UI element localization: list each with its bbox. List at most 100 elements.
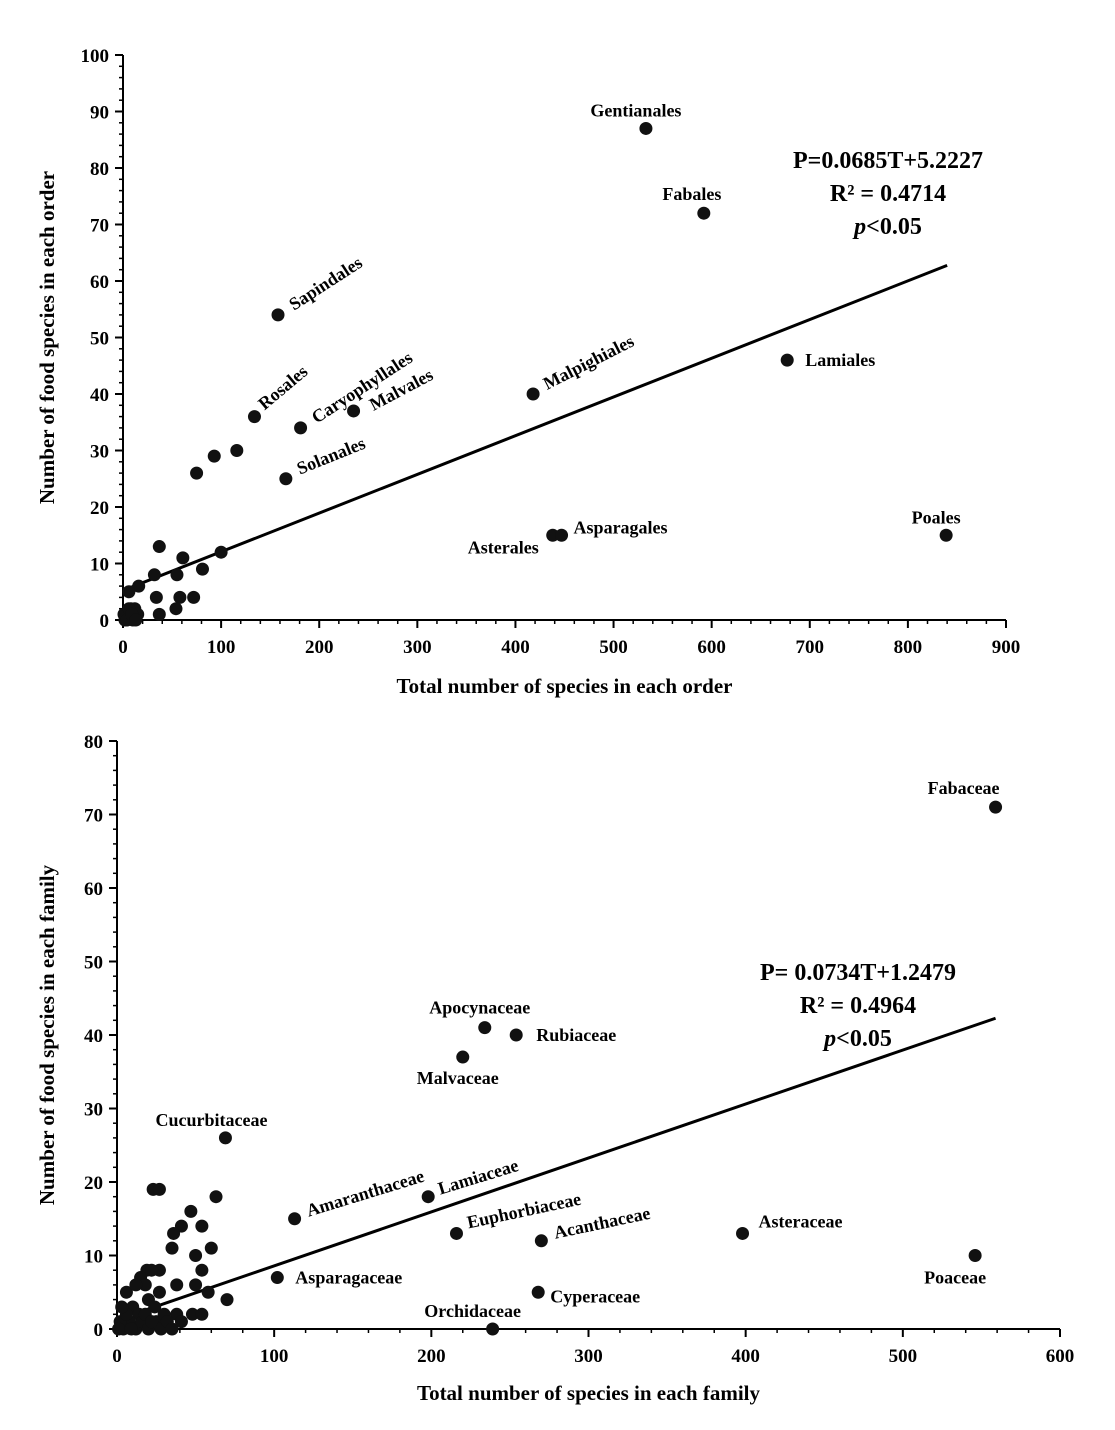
y-tick-label: 60	[90, 272, 109, 293]
x-tick-label: 600	[697, 637, 726, 658]
data-point-rosales	[247, 410, 261, 424]
data-point-fabales	[697, 206, 711, 220]
x-tick-label: 200	[417, 1346, 446, 1367]
x-tick-label: 400	[731, 1346, 760, 1367]
data-point-cucurbitaceae	[218, 1131, 232, 1145]
data-point-caryophyllales	[294, 421, 308, 435]
data-point	[220, 1293, 234, 1307]
point-label: Solanales	[294, 433, 368, 479]
data-point-solanales	[279, 472, 293, 486]
data-point-acanthaceae	[534, 1234, 548, 1248]
y-tick-label: 30	[84, 1100, 103, 1121]
data-point	[148, 1300, 162, 1314]
data-point-malpighiales	[526, 387, 540, 401]
x-tick-label: 100	[260, 1346, 289, 1367]
point-label: Poales	[912, 507, 961, 527]
data-point-rubiaceae	[509, 1028, 523, 1042]
trend-line	[132, 1016, 997, 1316]
p-value-symbol: p	[822, 1026, 836, 1052]
data-point	[173, 590, 187, 604]
y-axis-label: Number of food species in each order	[35, 171, 59, 504]
data-point	[170, 1278, 184, 1292]
data-point	[189, 1249, 203, 1262]
data-point	[204, 1241, 218, 1255]
p-value: p<0.05	[822, 1026, 892, 1052]
x-tick-label: 500	[889, 1346, 918, 1367]
point-label: Asparagaceae	[295, 1268, 402, 1288]
data-point	[115, 1300, 129, 1314]
x-tick-label: 200	[305, 637, 334, 658]
data-point-asteraceae	[736, 1226, 750, 1240]
trend-line	[122, 263, 948, 592]
x-tick-label: 300	[403, 637, 432, 658]
y-tick-label: 0	[94, 1320, 104, 1341]
x-tick-label: 600	[1046, 1346, 1075, 1367]
p-value: p<0.05	[852, 214, 922, 240]
data-point	[195, 1307, 209, 1321]
y-tick-label: 50	[90, 329, 109, 350]
y-tick-label: 20	[84, 1173, 103, 1194]
data-point	[207, 449, 221, 463]
point-label: Asteraceae	[759, 1211, 843, 1231]
r-squared: R² = 0.4964	[800, 993, 916, 1019]
data-point-malvales	[347, 404, 361, 418]
data-point	[122, 585, 136, 599]
x-tick-label: 0	[118, 637, 128, 658]
data-point	[165, 1241, 179, 1255]
data-point	[189, 1278, 203, 1292]
point-label: Cyperaceae	[550, 1286, 640, 1306]
x-tick-label: 300	[574, 1346, 603, 1367]
data-point	[152, 540, 166, 554]
data-point	[119, 1285, 133, 1299]
data-point-poaceae	[968, 1249, 982, 1262]
x-tick-label: 800	[894, 637, 923, 658]
data-point-euphorbiaceae	[449, 1226, 463, 1240]
point-label: Malvaceae	[417, 1068, 499, 1088]
data-point	[169, 602, 183, 616]
data-point	[170, 568, 184, 582]
point-label: Rosales	[254, 361, 311, 414]
point-label: Poaceae	[924, 1268, 986, 1288]
data-point	[124, 1322, 138, 1336]
point-label: Fabaceae	[928, 778, 1000, 798]
x-tick-label: 500	[599, 637, 628, 658]
data-point-fabaceae	[989, 800, 1003, 814]
y-tick-label: 0	[100, 611, 110, 632]
data-point-asparagaceae	[270, 1271, 284, 1285]
y-tick-label: 40	[90, 385, 109, 406]
x-axis-label: Total number of species in each order	[397, 674, 733, 698]
data-point	[195, 1263, 209, 1277]
data-point	[214, 545, 228, 559]
point-label: Malpighiales	[540, 331, 637, 394]
y-tick-label: 60	[84, 879, 103, 900]
data-point-lamiaceae	[421, 1190, 435, 1204]
data-point	[195, 562, 209, 576]
p-value-threshold: <0.05	[866, 214, 922, 240]
data-point	[138, 1278, 152, 1292]
data-point	[167, 1226, 181, 1240]
x-tick-label: 400	[501, 637, 530, 658]
data-point	[230, 444, 244, 457]
data-point	[165, 1322, 179, 1336]
data-point	[129, 1278, 143, 1292]
point-label: Lamiales	[805, 350, 875, 370]
regression-equation: P= 0.0734T+1.2479	[760, 960, 956, 986]
point-label: Amaranthaceae	[304, 1166, 426, 1221]
x-tick-label: 100	[207, 637, 236, 658]
data-point-orchidaceae	[486, 1322, 500, 1336]
data-point	[129, 613, 143, 627]
p-value-symbol: p	[852, 214, 866, 240]
y-tick-label: 10	[90, 555, 109, 576]
data-point	[176, 551, 190, 565]
data-point	[209, 1190, 223, 1204]
data-point	[149, 590, 163, 604]
data-point	[174, 1315, 188, 1329]
data-point-apocynaceae	[478, 1021, 492, 1035]
point-label: Rubiaceae	[536, 1025, 616, 1045]
x-tick-label: 0	[112, 1346, 122, 1367]
point-label: Orchidaceae	[424, 1301, 521, 1321]
data-point	[185, 1307, 199, 1321]
data-point-lamiales	[780, 353, 794, 367]
point-label: Gentianales	[590, 100, 681, 120]
